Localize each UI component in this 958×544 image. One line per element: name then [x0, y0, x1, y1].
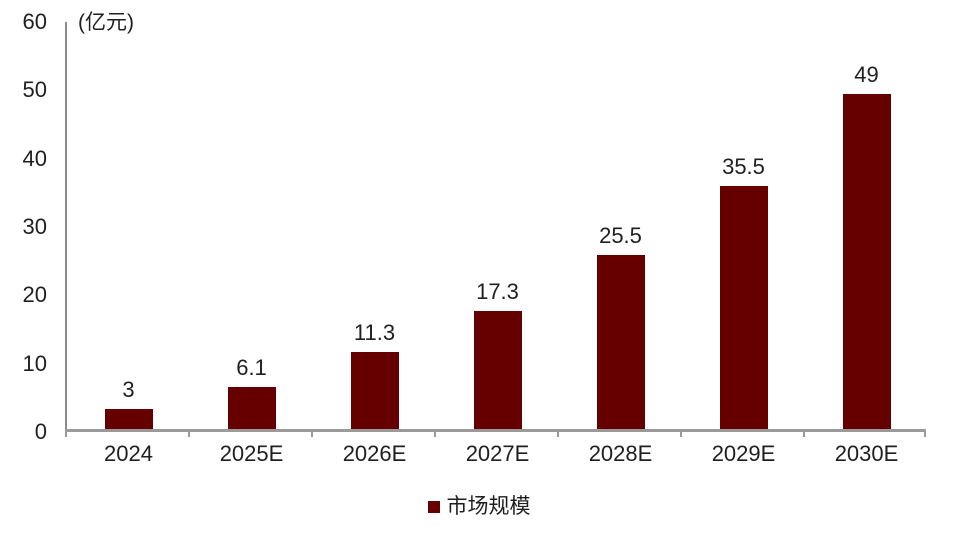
bar-value-label: 35.5: [722, 154, 765, 180]
x-axis-tick: [65, 429, 67, 437]
y-tick-label: 20: [22, 282, 47, 308]
x-tick-label: 2026E: [342, 441, 407, 466]
bar-value-label: 11.3: [353, 319, 396, 345]
legend: 市场规模: [0, 496, 958, 517]
x-tick-label: 2025E: [219, 441, 284, 466]
x-tick-label: 2028E: [588, 441, 653, 466]
bar-2027E: [473, 310, 522, 429]
bar-2028E: [596, 254, 645, 429]
bar-2026E: [350, 351, 399, 429]
bar-2029E: [719, 186, 768, 429]
x-tick-label: 2027E: [465, 441, 530, 466]
bar-value-label: 6.1: [236, 355, 267, 381]
x-axis-tick: [434, 429, 436, 437]
bar-2024: [104, 408, 153, 429]
bar-value-label: 17.3: [476, 278, 519, 304]
bar-value-label: 25.5: [599, 222, 642, 248]
y-tick-label: 40: [22, 145, 47, 171]
x-axis-tick: [924, 429, 926, 437]
x-axis-tick: [311, 429, 313, 437]
x-tick-label: 2024: [104, 441, 153, 466]
plot-area: 3 2024 6.1 2025E 11.3 2026E 17.3 2027E 25.5 2028E…: [65, 22, 926, 465]
y-tick-label: 30: [22, 214, 47, 239]
bar-value-label: 3: [122, 376, 135, 402]
x-tick-label: 2030E: [834, 441, 899, 466]
y-axis-unit-label: (亿元): [78, 11, 134, 34]
x-axis-tick: [557, 429, 559, 437]
y-tick-label: 0: [34, 419, 47, 444]
bar-value-label: 49: [854, 62, 879, 88]
x-axis-tick: [188, 429, 190, 437]
x-tick-label: 2029E: [711, 441, 776, 466]
y-tick-label: 60: [22, 9, 47, 34]
legend-swatch-icon: [427, 500, 440, 513]
bar-2025E: [227, 387, 276, 429]
x-axis-tick: [680, 429, 682, 437]
x-axis-tick: [803, 429, 805, 437]
y-tick-label: 50: [22, 77, 47, 103]
legend-label: 市场规模: [446, 495, 531, 518]
bar-2030E: [842, 94, 891, 429]
y-tick-label: 10: [22, 350, 47, 376]
